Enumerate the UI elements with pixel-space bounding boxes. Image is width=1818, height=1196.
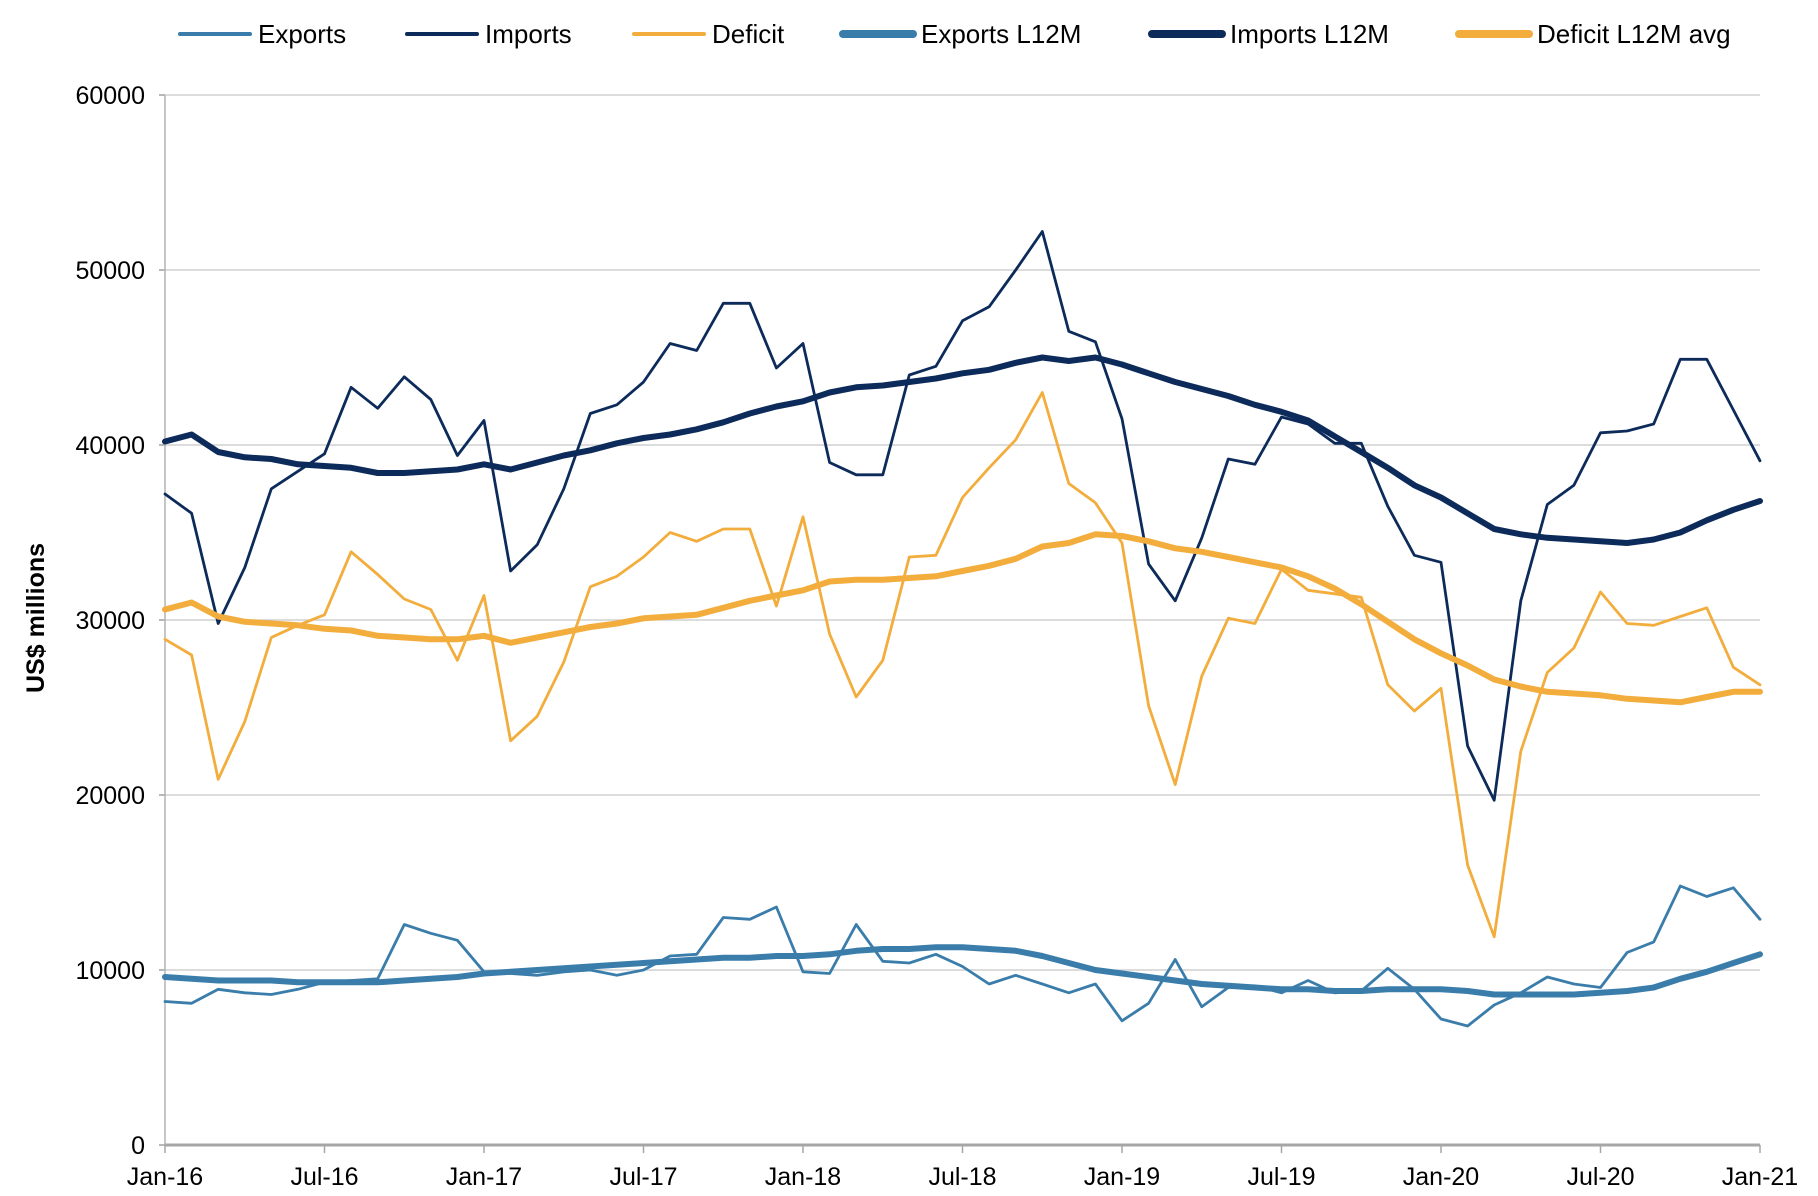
- x-tick-label: Jan-20: [1403, 1163, 1479, 1191]
- x-tick-label: Jul-16: [290, 1163, 358, 1191]
- legend-item: Exports: [178, 19, 346, 49]
- legend: Exports Imports Deficit Exports L12M Imports…: [178, 19, 1731, 49]
- series-line-imports-l12m: [162, 354, 1763, 546]
- x-tick-label: Jul-17: [609, 1163, 677, 1191]
- legend-label: Deficit: [712, 19, 785, 49]
- gridlines: [165, 94, 1760, 971]
- x-tick-label: Jan-16: [127, 1163, 203, 1191]
- x-tick-label: Jan-17: [446, 1163, 522, 1191]
- y-tick-label: 0: [131, 1132, 145, 1160]
- legend-item: Imports L12M: [1148, 19, 1389, 49]
- legend-item: Imports: [405, 19, 572, 49]
- y-tick-label: 30000: [75, 607, 145, 635]
- y-tick-label: 50000: [75, 257, 145, 285]
- series-line-deficit-l12m-avg: [162, 531, 1763, 706]
- legend-label: Imports L12M: [1230, 19, 1389, 49]
- y-tick-label: 60000: [75, 82, 145, 110]
- series-line-exports-l12m: [162, 944, 1763, 998]
- legend-item: Deficit L12M avg: [1455, 19, 1731, 49]
- series-lines: [162, 230, 1763, 1028]
- series-line-imports: [163, 230, 1762, 802]
- x-tick-label: Jan-18: [765, 1163, 841, 1191]
- legend-item: Deficit: [632, 19, 785, 49]
- y-tick-label: 40000: [75, 432, 145, 460]
- series-line-exports: [163, 884, 1762, 1028]
- x-tick-label: Jul-18: [928, 1163, 996, 1191]
- x-tick-label: Jul-19: [1247, 1163, 1315, 1191]
- legend-item: Exports L12M: [839, 19, 1081, 49]
- legend-label: Exports: [258, 19, 346, 49]
- x-tick-label: Jan-21: [1722, 1163, 1798, 1191]
- series-line-deficit: [163, 391, 1762, 939]
- y-tick-label: 20000: [75, 782, 145, 810]
- legend-label: Deficit L12M avg: [1537, 19, 1731, 49]
- y-tick-label: 10000: [75, 957, 145, 985]
- axes: 0 10000 20000 30000 40000 50000 60000 Jan-16 Jul…: [75, 82, 1798, 1191]
- legend-label: Imports: [485, 19, 572, 49]
- y-axis-label: US$ millions: [22, 543, 50, 693]
- legend-label: Exports L12M: [921, 19, 1081, 49]
- x-tick-label: Jul-20: [1566, 1163, 1634, 1191]
- x-tick-label: Jan-19: [1084, 1163, 1160, 1191]
